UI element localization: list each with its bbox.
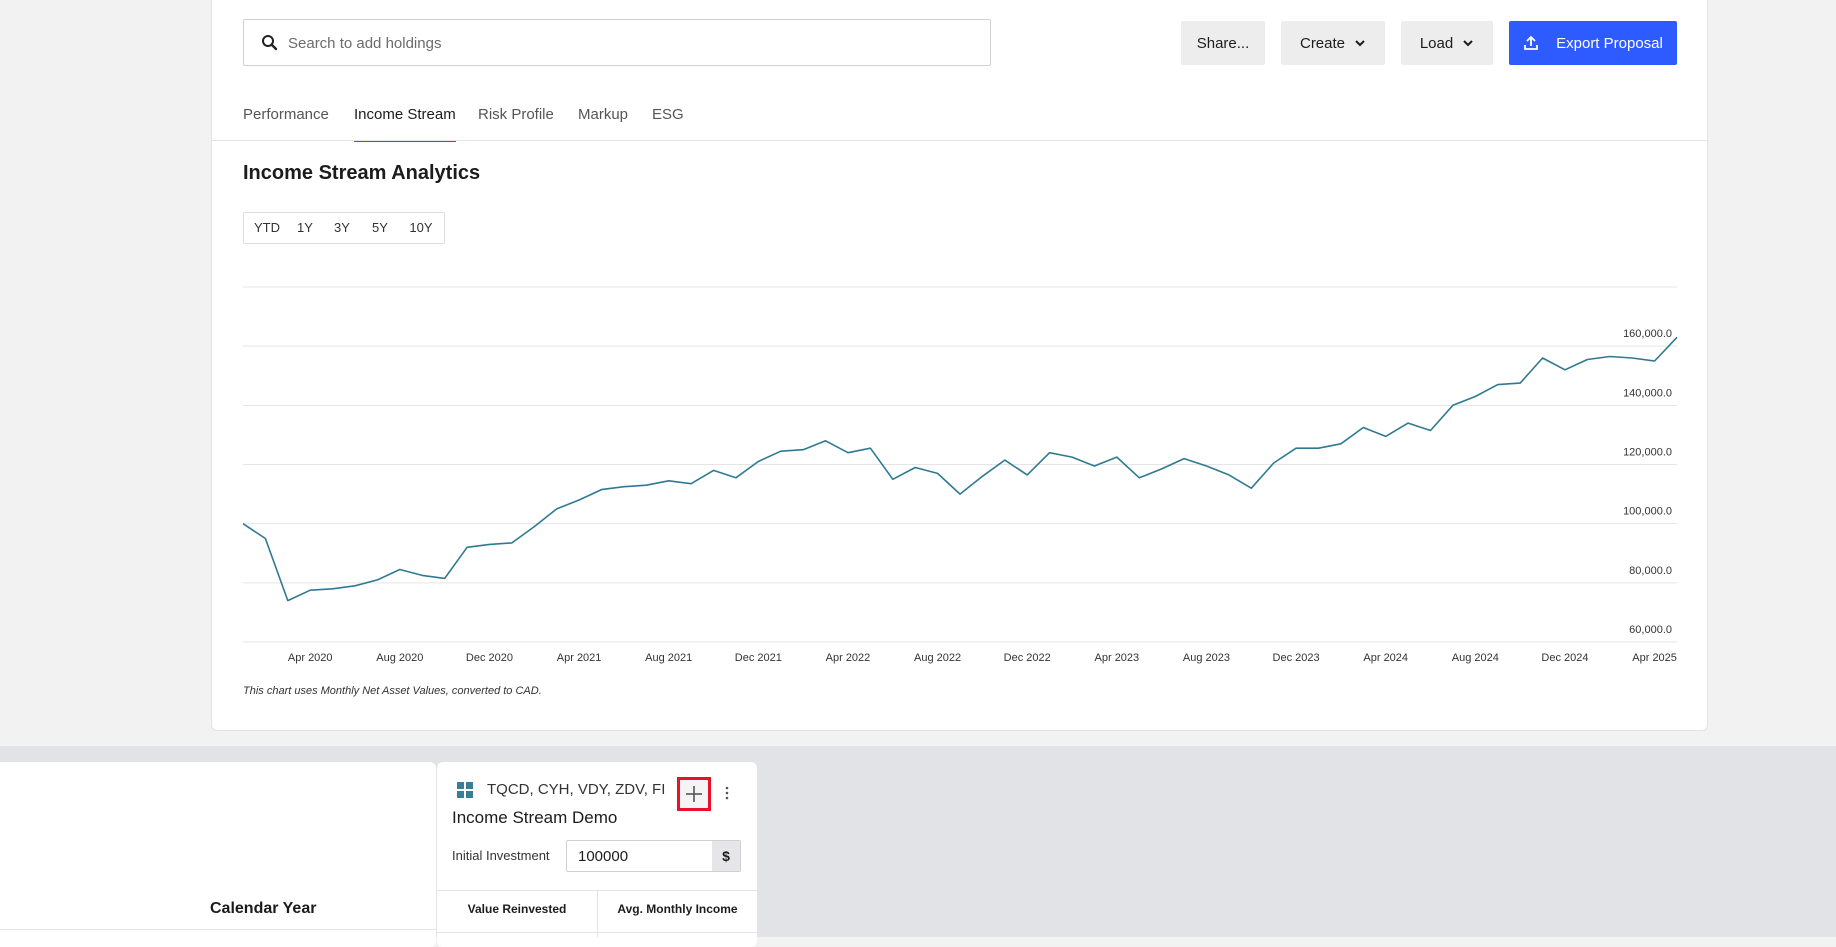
tab-markup[interactable]: Markup [578,106,629,123]
x-tick-label: Apr 2022 [826,652,871,664]
tabs-divider [211,140,1708,141]
currency-addon: $ [712,841,740,871]
y-tick-label: 140,000.0 [1623,387,1672,399]
upload-icon [1524,35,1539,50]
initial-investment-input[interactable] [567,841,707,871]
x-tick-label: Aug 2024 [1452,652,1499,664]
y-tick-label: 80,000.0 [1629,565,1672,577]
tab-performance[interactable]: Performance [243,106,329,123]
range-ytd-button[interactable]: YTD [254,220,280,235]
create-dropdown-button[interactable]: Create [1281,21,1385,65]
x-tick-label: Apr 2025 [1632,652,1677,664]
y-tick-label: 120,000.0 [1623,447,1672,459]
grid-icon [457,782,473,798]
column-avg-monthly-income: Avg. Monthly Income [617,902,738,916]
tab-risk-profile[interactable]: Risk Profile [478,106,554,123]
export-button-label: Export Proposal [1556,34,1663,52]
range-5y-button[interactable]: 5Y [372,220,388,235]
x-tick-label: Dec 2023 [1273,652,1320,664]
x-tick-label: Dec 2020 [466,652,513,664]
share-button[interactable]: Share... [1181,21,1265,65]
range-3y-button[interactable]: 3Y [334,220,350,235]
x-tick-label: Aug 2020 [376,652,423,664]
chevron-down-icon [1355,40,1365,47]
x-tick-label: Aug 2021 [645,652,692,664]
tab-esg[interactable]: ESG [652,106,684,123]
column-separator [597,890,598,937]
add-button[interactable] [677,777,711,811]
calendar-year-panel [0,762,436,947]
more-vertical-icon[interactable] [720,783,734,803]
share-button-label: Share... [1196,34,1250,52]
x-tick-label: Aug 2023 [1183,652,1230,664]
table-header-bottom-divider [437,932,757,933]
x-tick-label: Dec 2024 [1541,652,1588,664]
initial-investment-field: $ [566,840,741,872]
column-value-reinvested: Value Reinvested [467,902,567,916]
x-tick-label: Apr 2021 [557,652,602,664]
series-line [242,336,1678,602]
y-tick-label: 160,000.0 [1623,328,1672,340]
range-10y-button[interactable]: 10Y [409,220,433,235]
portfolio-title: Income Stream Demo [452,808,618,827]
section-title: Income Stream Analytics [243,162,481,184]
x-tick-label: Apr 2023 [1095,652,1140,664]
x-tick-label: Dec 2021 [735,652,782,664]
create-button-label: Create [1299,34,1346,52]
calendar-year-header: Calendar Year [210,900,317,917]
x-tick-label: Apr 2024 [1363,652,1408,664]
x-tick-label: Dec 2022 [1004,652,1051,664]
tab-income-stream[interactable]: Income Stream [354,104,456,142]
time-range-selector: YTD 1Y 3Y 5Y 10Y [243,212,445,244]
holdings-search[interactable] [243,19,991,66]
search-icon [262,35,278,51]
calendar-divider [0,929,436,930]
income-stream-chart: 60,000.0 80,000.0 100,000.0 120,000.0 140,00… [242,286,1678,664]
x-tick-label: Aug 2022 [914,652,961,664]
load-dropdown-button[interactable]: Load [1401,21,1493,65]
initial-investment-label: Initial Investment [452,848,550,863]
portfolio-tickers: TQCD, CYH, VDY, ZDV, FIE, PSB [487,781,665,798]
chart-footnote: This chart uses Monthly Net Asset Values… [243,685,542,697]
analytics-card [211,0,1708,731]
range-1y-button[interactable]: 1Y [297,220,313,235]
y-tick-label: 60,000.0 [1629,624,1672,636]
x-tick-label: Apr 2020 [288,652,333,664]
y-tick-label: 100,000.0 [1623,506,1672,518]
export-proposal-button[interactable]: Export Proposal [1509,21,1677,65]
chevron-down-icon [1463,40,1473,47]
load-button-label: Load [1419,34,1454,52]
plus-icon [686,786,702,802]
search-input[interactable] [286,28,970,58]
